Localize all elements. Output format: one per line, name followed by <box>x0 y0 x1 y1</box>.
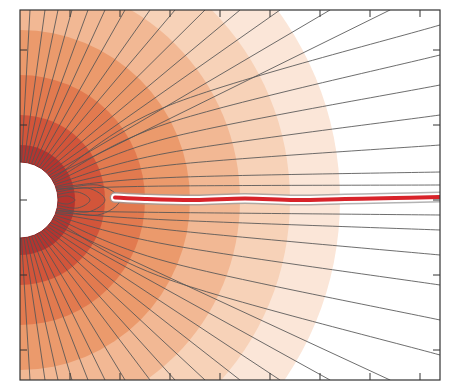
field-line <box>57 211 441 215</box>
field-line <box>56 213 440 231</box>
field-line <box>58 196 75 204</box>
x-tick <box>370 373 371 380</box>
field-line <box>52 25 440 180</box>
field-line <box>24 238 45 380</box>
field-line <box>48 227 281 381</box>
field-line <box>41 232 175 381</box>
x-tick <box>70 373 71 380</box>
field-line <box>34 10 105 165</box>
field-line <box>53 219 440 355</box>
x-tick-top <box>320 10 321 17</box>
field-line <box>22 10 31 162</box>
chart-svg <box>0 0 450 388</box>
field-line <box>41 10 175 169</box>
field-line <box>55 216 441 286</box>
central-body <box>20 162 58 238</box>
y-tick-right <box>433 350 440 351</box>
x-tick <box>320 373 321 380</box>
field-line <box>53 55 440 181</box>
field-line <box>32 10 89 164</box>
chart-root <box>0 0 450 388</box>
contour-band <box>20 115 105 285</box>
y-tick <box>20 125 27 126</box>
field-line <box>32 236 89 380</box>
y-tick <box>20 50 27 51</box>
x-tick <box>220 373 221 380</box>
x-tick-top <box>120 10 121 17</box>
ticks <box>20 10 440 380</box>
plot-area <box>20 10 440 380</box>
x-tick-top <box>170 10 171 17</box>
current-sheet <box>115 197 440 200</box>
x-tick <box>270 373 271 380</box>
x-tick <box>420 373 421 380</box>
field-line <box>27 10 59 163</box>
x-tick-top <box>70 10 71 17</box>
field-line <box>29 237 72 380</box>
field-line <box>56 214 441 256</box>
x-tick <box>170 373 171 380</box>
field-line <box>34 235 105 380</box>
y-tick-right <box>433 125 440 126</box>
field-line <box>46 228 241 380</box>
x-tick <box>120 373 121 380</box>
x-tick-top <box>420 10 421 17</box>
field-line <box>49 10 330 176</box>
x-tick-top <box>370 10 371 17</box>
y-tick <box>20 200 27 201</box>
x-tick-top <box>270 10 271 17</box>
current-sheet-outline <box>115 197 440 200</box>
y-tick <box>20 275 27 276</box>
field-line <box>44 10 206 170</box>
field-line <box>58 192 91 208</box>
y-tick <box>20 350 27 351</box>
field-line <box>57 188 105 212</box>
field-line <box>39 10 150 167</box>
field-line <box>54 85 440 183</box>
y-tick-right <box>433 50 440 51</box>
field-line <box>48 10 281 174</box>
y-tick-right <box>433 200 440 201</box>
current-sheet-gap <box>115 197 440 200</box>
field-lines <box>22 10 441 380</box>
y-tick-right <box>433 275 440 276</box>
field-line <box>51 223 391 381</box>
field-line <box>22 238 31 380</box>
field-line <box>57 185 441 189</box>
x-tick-top <box>220 10 221 17</box>
plot-frame <box>20 10 440 380</box>
field-line <box>56 145 441 187</box>
